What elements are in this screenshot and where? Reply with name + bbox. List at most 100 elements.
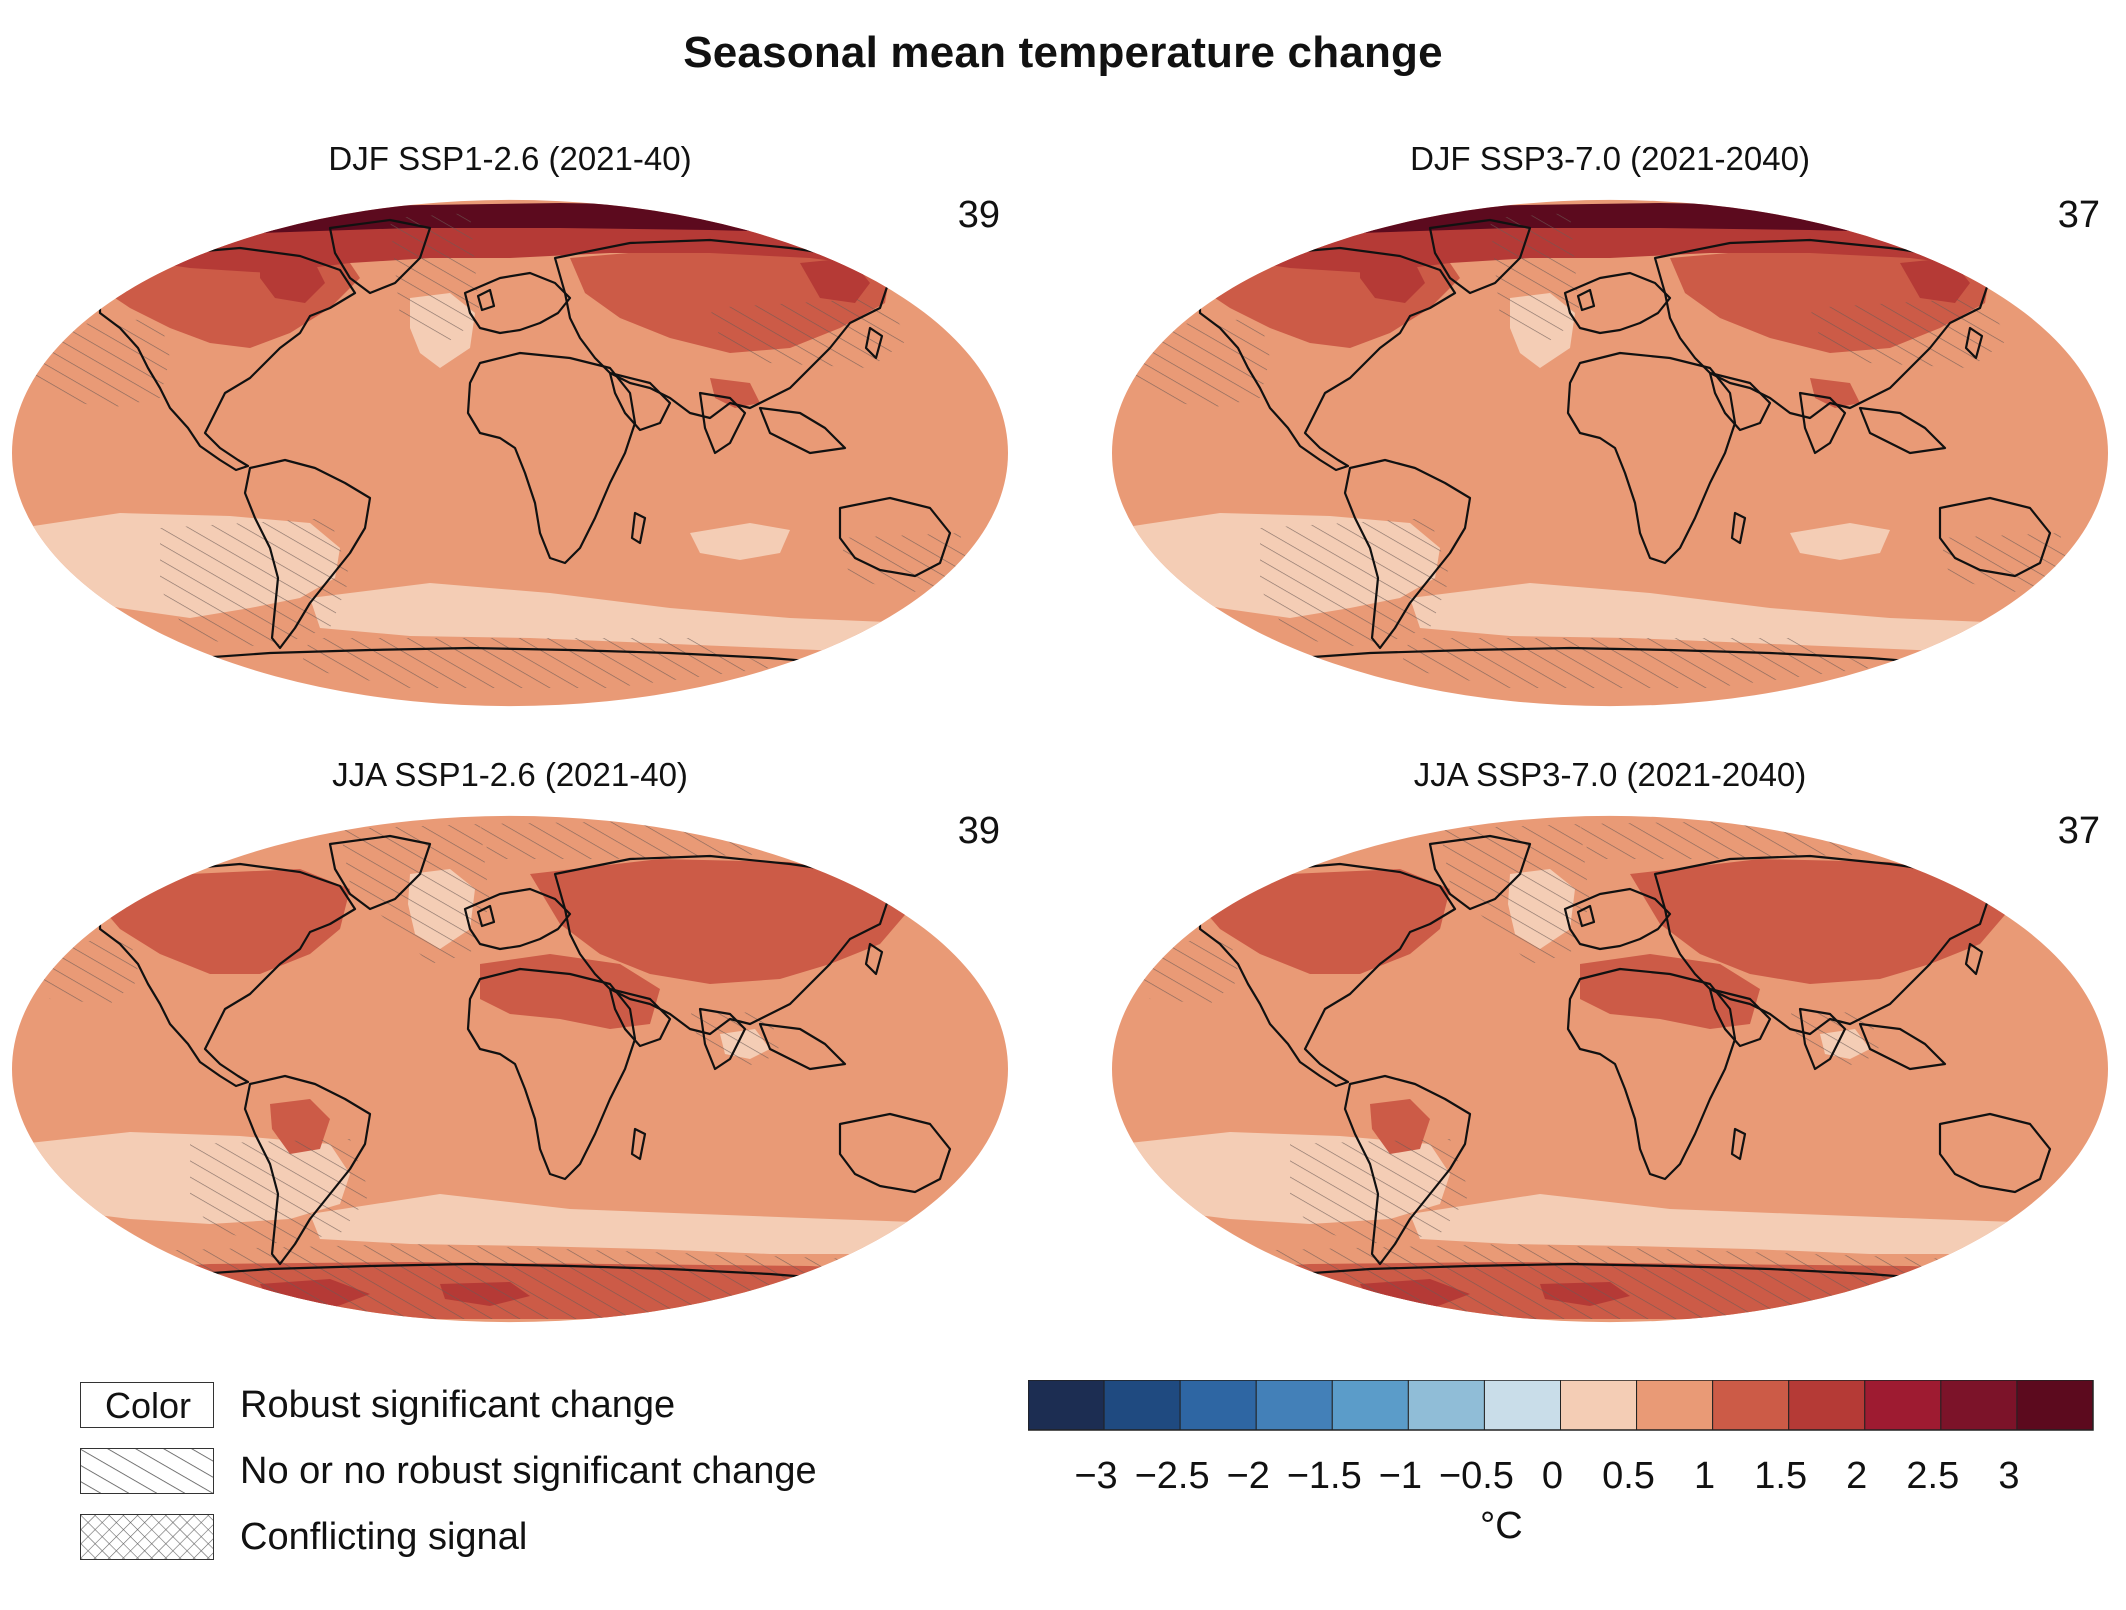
panel-djf-ssp370: DJF SSP3-7.0 (2021-2040) 37 xyxy=(1110,140,2110,707)
colorbar-tick-label: 1 xyxy=(1694,1455,1715,1497)
region-mid-warming xyxy=(530,859,910,984)
world-map xyxy=(1111,199,2108,707)
coast-northAmerica xyxy=(98,246,357,472)
legend-label: Conflicting signal xyxy=(240,1516,528,1558)
colorbar-segment xyxy=(1028,1380,1105,1431)
coast-europe xyxy=(463,271,572,335)
coast-madagascar xyxy=(1730,511,1747,545)
coast-africa xyxy=(1566,351,1737,565)
region-high-warming xyxy=(1900,258,1970,303)
colorbar-tick-label: 3 xyxy=(1998,1455,2019,1497)
coast-arabia xyxy=(608,371,672,432)
colorbar-segment xyxy=(1636,1380,1714,1431)
hatch-no-robust-change xyxy=(1400,638,1870,688)
coast-australia xyxy=(838,1112,952,1194)
region-light-warming xyxy=(310,1194,1000,1254)
map-field xyxy=(1111,199,2108,707)
coast-australia xyxy=(1938,496,2052,578)
colorbar-tick-label: −2.5 xyxy=(1135,1455,1210,1497)
coast-arabia xyxy=(1708,371,1772,432)
color-swatch: Color xyxy=(80,1382,214,1428)
coast-japan xyxy=(1964,326,1984,360)
colorbar-tick-label: 2 xyxy=(1846,1455,1867,1497)
coast-africa xyxy=(466,967,637,1181)
colorbar: −3 −2.5 −2 −1.5 −1 −0.5 0 0.5 1 1.5 2 2.5 3 xyxy=(1028,1380,2094,1497)
map-field xyxy=(11,199,1008,707)
coast-japan xyxy=(1964,942,1984,976)
region-light-warming xyxy=(1410,583,2100,653)
region-high-warming xyxy=(260,253,325,303)
hatch-no-robust-change xyxy=(1440,824,1590,964)
coast-india xyxy=(1798,1007,1847,1071)
coast-europe xyxy=(1563,271,1672,335)
hatch-no-robust-change xyxy=(190,1139,370,1244)
hatch-no-robust-change xyxy=(840,533,970,593)
hatch-no-robust-change xyxy=(1490,213,1580,348)
coast-uk xyxy=(1576,288,1596,312)
coast-northAmerica xyxy=(1198,862,1457,1088)
coast-seasia xyxy=(1858,1022,1947,1071)
legend-item-conflicting: Conflicting signal xyxy=(80,1508,940,1568)
colorbar-tick-label: −1.5 xyxy=(1287,1455,1362,1497)
coast-india xyxy=(1798,391,1847,455)
world-map xyxy=(11,199,1008,707)
region-light-warming xyxy=(310,583,1000,653)
coastlines xyxy=(1169,834,2087,1294)
coast-japan xyxy=(864,942,884,976)
coast-northAmerica xyxy=(1198,246,1457,472)
coast-uk xyxy=(476,288,496,312)
colorbar-tick-label: −0.5 xyxy=(1439,1455,1514,1497)
model-count: 37 xyxy=(2057,810,2100,852)
coast-seasia xyxy=(1858,406,1947,455)
coast-northAmerica xyxy=(98,862,357,1088)
coast-africa xyxy=(466,351,637,565)
region-mid-warming xyxy=(90,869,350,974)
region-light-warming xyxy=(1790,523,1890,560)
coast-africa xyxy=(1566,967,1737,1181)
hatch-no-robust-change xyxy=(710,298,910,368)
colorbar-segment xyxy=(1864,1380,1942,1431)
hatch-no-robust-change xyxy=(160,518,350,648)
hatch-no-robust-change xyxy=(20,1244,1000,1319)
coast-southAmerica xyxy=(1343,458,1472,650)
panel-jja-ssp370: JJA SSP3-7.0 (2021-2040) 37 xyxy=(1110,756,2110,1323)
coast-greenland xyxy=(1428,834,1532,911)
figure-title: Seasonal mean temperature change xyxy=(683,28,1443,77)
colorbar-tick-label: −3 xyxy=(1074,1455,1117,1497)
coast-nz xyxy=(968,586,987,612)
model-count: 39 xyxy=(957,194,1000,236)
hatch-no-robust-change xyxy=(390,213,480,348)
hatch-no-robust-change xyxy=(340,824,490,964)
coast-arabia xyxy=(608,987,672,1048)
panel-title: DJF SSP3-7.0 (2021-2040) xyxy=(1410,140,1810,177)
coast-greenland xyxy=(1428,218,1532,295)
map-field xyxy=(11,815,1008,1323)
coast-india xyxy=(698,391,747,455)
coast-seasia xyxy=(758,1022,847,1071)
colorbar-segment xyxy=(1483,1380,1561,1431)
colorbar-tick-label: 1.5 xyxy=(1754,1455,1807,1497)
diagonal-hatch-swatch xyxy=(80,1448,214,1494)
coast-india xyxy=(698,1007,747,1071)
panel-title: JJA SSP3-7.0 (2021-2040) xyxy=(1413,756,1807,793)
hatch-no-robust-change xyxy=(1290,1139,1470,1244)
hatch-no-robust-change xyxy=(1810,298,2010,368)
colorbar-tick-label: 0.5 xyxy=(1602,1455,1655,1497)
coast-nz xyxy=(2068,1202,2087,1228)
colorbar-tick-label: −1 xyxy=(1379,1455,1422,1497)
hatch-no-robust-change xyxy=(690,1009,780,1069)
colorbar-unit: °C xyxy=(1480,1505,1523,1547)
hatch-no-robust-change xyxy=(1790,1009,1880,1069)
region-mid-warming xyxy=(1810,378,1860,408)
coast-madagascar xyxy=(630,511,647,545)
world-map xyxy=(1111,815,2108,1323)
cross-hatch-swatch xyxy=(80,1514,214,1560)
region-mid-warming xyxy=(1190,869,1450,974)
map-field xyxy=(1111,815,2108,1323)
panel-djf-ssp126: DJF SSP1-2.6 (2021-40) 39 xyxy=(10,140,1010,707)
region-high-warming xyxy=(800,258,870,303)
legend-label: No or no robust significant change xyxy=(240,1450,817,1492)
legend-item-no-robust: No or no robust significant change xyxy=(80,1442,940,1502)
region-mid-warming xyxy=(710,378,760,408)
hatch-no-robust-change xyxy=(1120,1244,2100,1319)
